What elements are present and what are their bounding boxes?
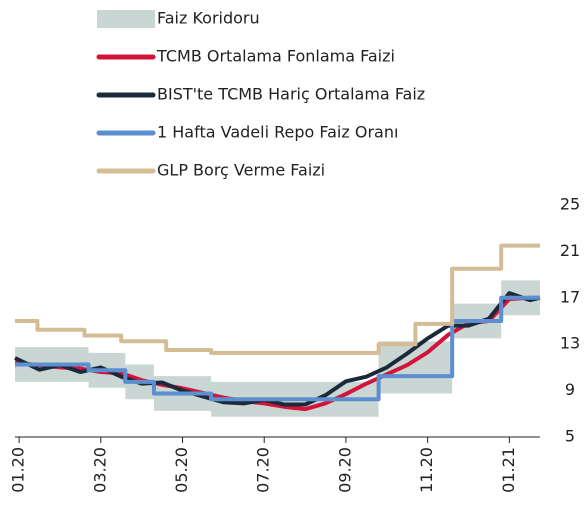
legend-label: 1 Hafta Vadeli Repo Faiz Oranı <box>157 123 398 142</box>
x-tick-label: 01.20 <box>9 447 28 493</box>
legend-swatch <box>97 10 155 28</box>
x-tick-label: 03.20 <box>90 447 109 493</box>
legend-label: BIST'te TCMB Hariç Ortalama Faiz <box>157 85 425 104</box>
x-tick-label: 01.21 <box>499 447 518 493</box>
x-tick-label: 05.20 <box>172 447 191 493</box>
legend-label: TCMB Ortalama Fonlama Faizi <box>156 47 395 66</box>
y-tick-label: 17 <box>560 287 580 306</box>
x-tick-label: 09.20 <box>335 447 354 493</box>
legend-label: GLP Borç Verme Faizi <box>157 161 325 180</box>
x-tick-label: 07.20 <box>254 447 273 493</box>
legend-label: Faiz Koridoru <box>157 9 260 28</box>
y-tick-label: 25 <box>560 195 580 214</box>
corridor-band <box>15 280 540 417</box>
y-tick-label: 13 <box>560 334 580 353</box>
series-line <box>15 295 540 402</box>
series-line <box>15 243 540 355</box>
x-tick-label: 11.20 <box>417 447 436 493</box>
y-tick-label: 9 <box>565 380 575 399</box>
y-tick-label: 21 <box>560 241 580 260</box>
y-tick-label: 5 <box>565 427 575 446</box>
